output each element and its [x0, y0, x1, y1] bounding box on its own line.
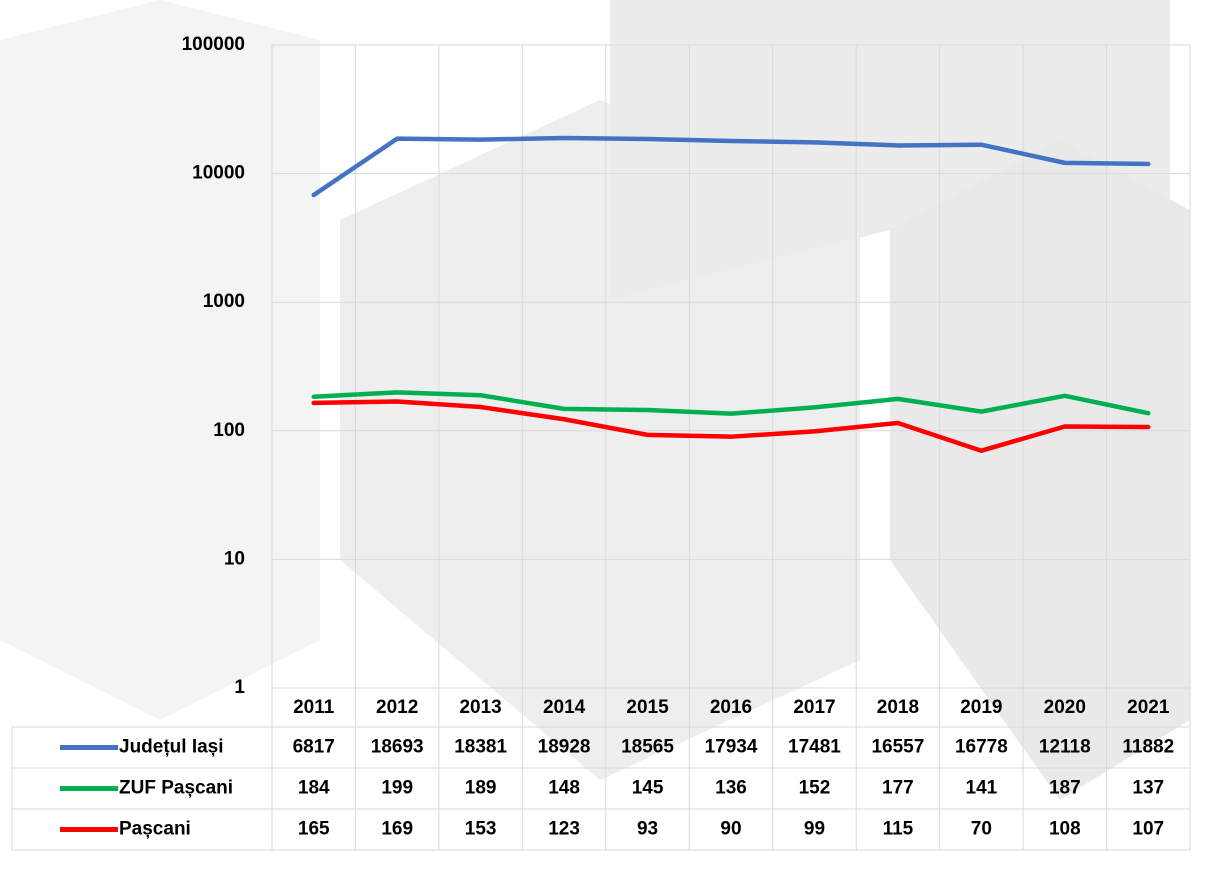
series-line	[311, 390, 1151, 416]
x-tick-label: 2011	[293, 697, 335, 718]
table-value: 90	[720, 819, 741, 840]
x-tick-label: 2020	[1044, 697, 1086, 718]
table-value: 187	[1049, 778, 1081, 799]
table-value: 115	[883, 819, 914, 840]
table-value: 99	[804, 819, 825, 840]
table-value: 18928	[538, 737, 591, 758]
table-value: 153	[465, 819, 497, 840]
table-value: 177	[882, 778, 914, 799]
table-value: 16778	[955, 737, 1008, 758]
x-tick-label: 2017	[793, 697, 835, 718]
x-tick-label: 2021	[1127, 697, 1170, 718]
table-value: 165	[298, 819, 330, 840]
table-value: 18381	[454, 737, 507, 758]
background	[0, 0, 1190, 800]
x-tick-label: 2015	[626, 697, 669, 718]
y-tick-label: 10	[224, 548, 245, 569]
table-value: 11882	[1122, 737, 1174, 758]
y-tick-label: 10000	[192, 163, 245, 184]
legend-label: ZUF Pașcani	[119, 778, 233, 799]
table-value: 70	[971, 819, 992, 840]
table-value: 16557	[871, 737, 924, 758]
table-value: 141	[966, 778, 998, 799]
table-value: 12118	[1039, 737, 1091, 758]
table-value: 189	[465, 778, 497, 799]
table-value: 17481	[788, 737, 841, 758]
y-tick-label: 1000	[203, 291, 245, 312]
legend-label: Județul Iași	[119, 737, 224, 758]
x-tick-label: 2014	[543, 697, 586, 718]
x-tick-label: 2018	[877, 697, 919, 718]
table-value: 17934	[705, 737, 758, 758]
y-tick-label: 100000	[182, 34, 245, 55]
table-value: 137	[1132, 778, 1164, 799]
table-value: 6817	[293, 737, 335, 758]
series-line	[311, 135, 1151, 198]
table-value: 18693	[371, 737, 424, 758]
legend-label: Pașcani	[119, 819, 191, 840]
table-value: 199	[381, 778, 413, 799]
x-tick-label: 2019	[960, 697, 1002, 718]
table-value: 184	[298, 778, 330, 799]
x-tick-label: 2016	[710, 697, 752, 718]
table-value: 107	[1132, 819, 1164, 840]
x-tick-label: 2012	[376, 697, 418, 718]
table-value: 169	[381, 819, 413, 840]
table-value: 152	[799, 778, 831, 799]
table-value: 136	[715, 778, 747, 799]
table-value: 18565	[621, 737, 674, 758]
table-value: 123	[548, 819, 580, 840]
x-tick-label: 2013	[459, 697, 501, 718]
series-line	[311, 399, 1151, 453]
table-value: 108	[1049, 819, 1081, 840]
table-value: 148	[548, 778, 580, 799]
table-value: 145	[632, 778, 664, 799]
table-value: 93	[637, 819, 658, 840]
y-tick-label: 100	[213, 420, 245, 441]
y-tick-label: 1	[234, 677, 245, 698]
